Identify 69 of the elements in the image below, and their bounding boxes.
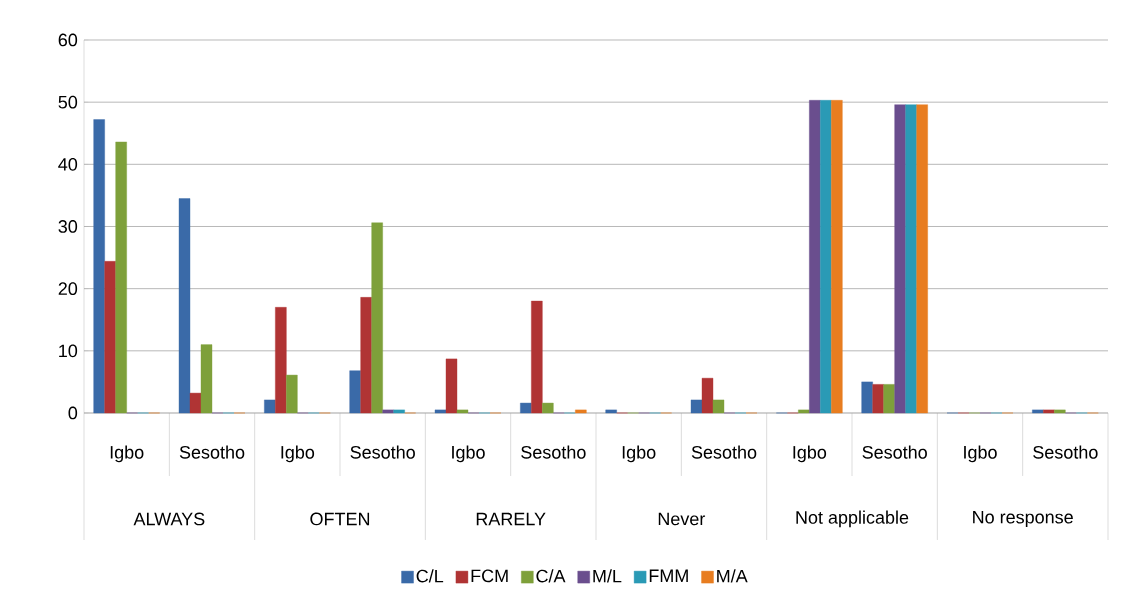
bar [93, 119, 105, 414]
bar [905, 104, 917, 414]
legend-label: M/L [593, 569, 622, 583]
x-tick-label: Igbo [452, 445, 485, 463]
text: Never [658, 512, 706, 526]
x-tick-label: Sesotho [1033, 445, 1098, 459]
bar [360, 297, 372, 414]
bar [520, 402, 532, 414]
bar [1054, 409, 1066, 414]
bar [820, 100, 832, 414]
x-tick-label: Igbo [110, 445, 144, 463]
bar [445, 358, 458, 414]
text: Not applicable [796, 510, 909, 528]
legend-label: C/A [536, 569, 566, 583]
bar [104, 261, 116, 414]
y-tick-label: 60 [58, 33, 78, 47]
bar [264, 399, 276, 414]
bar [1043, 409, 1055, 414]
bar [690, 399, 703, 414]
y-tick-label: 10 [59, 344, 78, 358]
bar [809, 100, 821, 414]
bar [371, 222, 383, 414]
bar [275, 307, 287, 414]
y-tick-label: 50 [58, 95, 78, 109]
bar [916, 104, 928, 414]
legend-label: M/A [717, 569, 748, 583]
bar [798, 409, 810, 414]
y-tick-label: 40 [58, 157, 78, 171]
text: No response [973, 510, 1073, 528]
legend-label: FCM [471, 569, 508, 583]
legend-label: C/L [416, 569, 444, 583]
y-tick-label: 0 [68, 406, 78, 420]
bar [393, 409, 405, 414]
x-tick-label: Igbo [964, 445, 997, 463]
x-tick-label: Igbo [622, 445, 656, 463]
bar [831, 100, 843, 414]
bar [542, 402, 554, 414]
y-tick-label: 20 [58, 282, 78, 296]
bar [286, 374, 298, 414]
legend-label: FMM [649, 569, 688, 582]
x-tick-label: Sesotho [350, 445, 415, 459]
bar [1032, 409, 1044, 414]
bar [189, 392, 202, 414]
bar [115, 141, 127, 414]
bar [605, 409, 617, 414]
x-tick-label: Sesotho [179, 445, 245, 459]
bar [531, 300, 543, 414]
bar [872, 384, 884, 414]
bar [712, 399, 725, 414]
x-tick-label: Sesotho [862, 445, 927, 459]
text: ALWAYS [133, 512, 205, 526]
y-tick-label: 30 [58, 220, 78, 233]
bar [382, 409, 394, 414]
text: OFTEN [310, 512, 370, 526]
x-tick-label: Sesotho [691, 445, 757, 459]
x-tick-label: Sesotho [521, 445, 586, 459]
bar [701, 377, 714, 414]
bar [894, 104, 906, 414]
x-tick-label: Igbo [793, 445, 827, 463]
bar [456, 409, 469, 414]
text: RARELY [476, 512, 546, 526]
bar [200, 344, 213, 414]
bar [349, 370, 361, 414]
bar [575, 409, 587, 414]
bar [434, 409, 447, 414]
bar [178, 198, 191, 414]
x-tick-label: Igbo [281, 445, 315, 463]
bar [883, 384, 895, 414]
bar [861, 381, 873, 414]
